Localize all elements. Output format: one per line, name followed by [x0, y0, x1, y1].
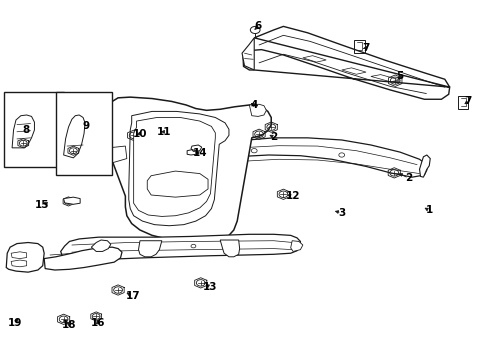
Polygon shape	[242, 38, 254, 70]
Text: 15: 15	[35, 200, 49, 210]
Polygon shape	[63, 115, 85, 158]
Text: 7: 7	[464, 96, 471, 107]
Polygon shape	[63, 197, 80, 204]
Text: 18: 18	[62, 320, 77, 330]
Polygon shape	[290, 241, 302, 251]
Polygon shape	[91, 240, 111, 251]
FancyBboxPatch shape	[4, 93, 63, 167]
Text: 5: 5	[396, 71, 403, 81]
Text: 7: 7	[362, 43, 369, 53]
Text: 13: 13	[203, 282, 217, 292]
Polygon shape	[179, 138, 426, 178]
Polygon shape	[147, 171, 207, 197]
Text: 4: 4	[250, 100, 257, 110]
Polygon shape	[128, 111, 228, 226]
Polygon shape	[106, 97, 271, 242]
Polygon shape	[44, 247, 122, 270]
Text: 12: 12	[285, 191, 300, 201]
Text: 2: 2	[405, 173, 411, 183]
Text: 3: 3	[337, 208, 345, 218]
Text: 9: 9	[83, 121, 90, 131]
Text: 17: 17	[125, 291, 140, 301]
Polygon shape	[419, 155, 429, 177]
Polygon shape	[243, 26, 449, 99]
Text: 16: 16	[90, 318, 105, 328]
Text: 10: 10	[132, 129, 147, 139]
Text: 1: 1	[425, 205, 432, 215]
Polygon shape	[220, 240, 239, 257]
Text: 19: 19	[8, 318, 22, 328]
Polygon shape	[61, 234, 300, 260]
Text: 11: 11	[157, 127, 171, 137]
Polygon shape	[249, 104, 266, 116]
Text: 2: 2	[269, 132, 277, 142]
Polygon shape	[191, 145, 201, 152]
Polygon shape	[12, 115, 34, 148]
Text: 6: 6	[254, 21, 261, 31]
Polygon shape	[108, 146, 126, 164]
Polygon shape	[6, 243, 44, 272]
Text: 14: 14	[192, 148, 206, 158]
Polygon shape	[133, 117, 215, 216]
FancyBboxPatch shape	[56, 93, 112, 175]
Text: 8: 8	[22, 125, 29, 135]
Polygon shape	[138, 241, 162, 257]
